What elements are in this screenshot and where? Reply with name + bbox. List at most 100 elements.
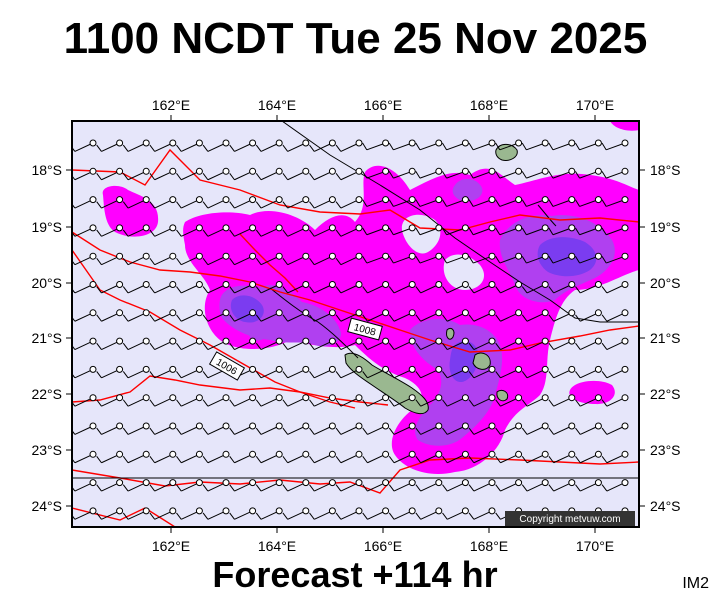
wind-barb: [176, 337, 203, 351]
wind-barb: [255, 281, 283, 294]
wind-barb: [282, 337, 310, 351]
wind-barb: [229, 479, 257, 492]
wind-barb: [229, 507, 257, 520]
wind-barb: [149, 422, 177, 435]
wind-barb: [202, 479, 230, 492]
wind-barb: [548, 224, 576, 236]
wind-barb: [176, 252, 203, 266]
wind-barb: [362, 224, 390, 236]
wind-barb: [202, 281, 230, 294]
wind-barb: [468, 450, 496, 464]
wind-barb: [309, 422, 336, 435]
wind-barb: [468, 479, 496, 492]
wind-barb: [495, 309, 523, 322]
wind-barb: [441, 139, 469, 151]
wind-barb: [229, 394, 257, 407]
wind-barb: [149, 365, 177, 379]
wind-barb: [335, 309, 363, 322]
wind-barb: [362, 309, 390, 322]
wind-barb: [282, 507, 310, 520]
wind-barb: [601, 394, 629, 407]
wind-barb: [388, 450, 416, 464]
wind-barb: [282, 139, 310, 152]
wind-barb: [442, 507, 469, 520]
wind-barb: [229, 450, 257, 464]
wind-barb: [548, 450, 576, 464]
wind-barb: [96, 167, 124, 181]
wind-barb: [362, 252, 390, 264]
wind-barb: [202, 422, 230, 435]
wind-barb: [122, 196, 150, 209]
lon-label-bottom-166: 166°E: [364, 538, 402, 554]
wind-barb: [229, 224, 257, 237]
lon-label-top-170: 170°E: [576, 97, 614, 113]
wind-barb: [335, 337, 363, 351]
wind-barb: [255, 450, 283, 464]
wind-barb: [575, 309, 602, 322]
wind-barb: [601, 365, 629, 379]
wind-barb: [442, 450, 469, 464]
wind-barb: [415, 450, 443, 464]
wind-barb: [548, 422, 576, 435]
wind-barb: [415, 507, 443, 520]
wind-barb: [335, 196, 363, 209]
lon-label-top-164: 164°E: [258, 97, 296, 113]
wind-barb: [468, 281, 496, 294]
wind-barb: [335, 479, 363, 492]
wind-barb: [255, 422, 283, 435]
wind-barb: [309, 281, 336, 294]
wind-barb: [282, 196, 310, 209]
land-layer: [269, 143, 557, 415]
wind-barb: [282, 479, 310, 492]
wind-barb: [96, 224, 124, 237]
wind-barb: [229, 309, 257, 322]
wind-barb: [468, 167, 496, 179]
wind-barb: [495, 139, 523, 151]
wind-barb: [149, 167, 177, 181]
wind-barb: [601, 281, 629, 294]
wind-barb: [96, 365, 124, 379]
wind-barb: [362, 281, 390, 294]
wind-barb: [335, 422, 363, 435]
wind-barb: [202, 196, 230, 209]
wind-barb: [548, 281, 576, 294]
isobar-label-1008: 1008: [347, 317, 383, 341]
wind-barb: [415, 167, 443, 179]
wind-barb: [255, 252, 283, 266]
wind-barb: [521, 252, 549, 264]
wind-barb: [335, 139, 363, 152]
lon-label-top-166: 166°E: [364, 97, 402, 113]
wind-barb: [202, 167, 230, 181]
wind-barb: [468, 337, 496, 351]
wind-barb: [521, 196, 549, 207]
map-frame: [71, 120, 640, 528]
wind-barb: [309, 139, 336, 152]
wind-barb: [335, 252, 363, 266]
wind-barb: [309, 252, 336, 266]
wind-barb: [575, 365, 602, 379]
wind-barb: [415, 422, 443, 435]
wind-barb: [495, 281, 523, 294]
wind-barb: [229, 422, 257, 435]
wind-barb: [122, 450, 150, 464]
wind-barb: [574, 167, 602, 179]
wind-barb: [415, 196, 443, 207]
wind-barb: [149, 337, 177, 351]
wind-barb: [468, 309, 496, 322]
wind-barb: [176, 422, 203, 435]
wind-barb: [282, 394, 310, 407]
wind-barb: [468, 252, 496, 264]
wind-barb: [176, 394, 203, 407]
wind-barb: [309, 196, 336, 209]
wind-barb: [229, 167, 257, 181]
wind-barb: [388, 196, 416, 207]
lat-label-left-21: 21°S: [31, 330, 62, 346]
wind-barb: [575, 422, 602, 435]
wind-barb: [495, 224, 523, 236]
wind-barb: [441, 224, 469, 236]
wind-barb: [229, 252, 257, 266]
rain-layer: [102, 121, 639, 475]
wind-barb: [122, 337, 150, 351]
lon-label-top-162: 162°E: [152, 97, 190, 113]
